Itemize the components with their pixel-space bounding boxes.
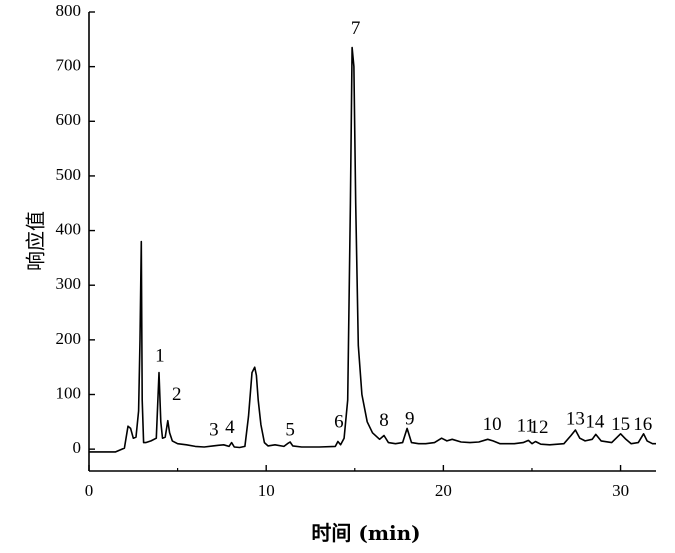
peak-label: 11 xyxy=(517,416,535,437)
peak-label: 1 xyxy=(155,346,165,367)
peak-label: 10 xyxy=(483,414,502,435)
peak-label: 12 xyxy=(530,417,549,438)
peak-label: 5 xyxy=(285,419,295,440)
peak-label: 4 xyxy=(225,417,235,438)
axes-layer xyxy=(88,12,656,472)
peak-label: 15 xyxy=(611,414,630,435)
peak-label: 9 xyxy=(405,409,415,430)
y-tick-label: 200 xyxy=(56,329,82,348)
x-axis-title: 时间 (min) xyxy=(311,521,420,545)
x-tick-label: 10 xyxy=(258,481,275,500)
y-tick-label: 800 xyxy=(56,1,82,20)
peak-label: 14 xyxy=(585,411,605,432)
y-tick-label: 100 xyxy=(56,383,82,402)
peak-label: 6 xyxy=(334,411,344,432)
y-tick-label: 700 xyxy=(56,56,82,75)
peak-label: 16 xyxy=(633,414,652,435)
peak-label: 3 xyxy=(209,419,219,440)
chromatogram-trace xyxy=(89,46,656,453)
y-axis-title: 响应值 xyxy=(24,211,48,271)
peak-label: 7 xyxy=(351,18,361,39)
y-tick-label: 600 xyxy=(56,110,82,129)
y-tick-label: 0 xyxy=(73,438,82,457)
y-tick-label: 300 xyxy=(56,274,82,293)
peak-label: 2 xyxy=(172,384,182,405)
peak-label: 8 xyxy=(379,410,389,431)
x-tick-label: 20 xyxy=(435,481,452,500)
y-tick-label: 500 xyxy=(56,165,82,184)
x-tick-label: 30 xyxy=(612,481,629,500)
peak-label: 13 xyxy=(566,409,585,430)
y-tick-label: 400 xyxy=(56,219,82,238)
x-tick-label: 0 xyxy=(85,481,94,500)
